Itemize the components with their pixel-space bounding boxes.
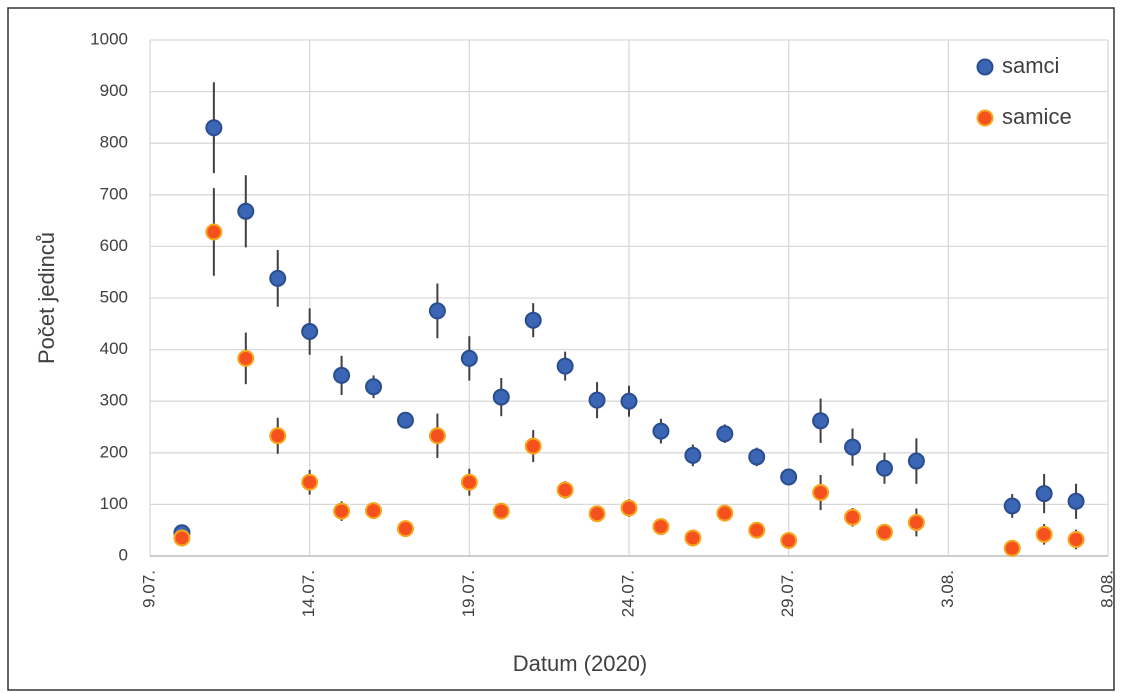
data-point — [1035, 525, 1053, 543]
data-point — [875, 523, 893, 541]
x-tick-label: 8.08. — [1097, 570, 1116, 608]
data-point — [460, 473, 478, 491]
data-point — [428, 427, 446, 445]
data-point — [812, 412, 830, 430]
data-point — [205, 223, 223, 241]
data-point — [237, 349, 255, 367]
data-point — [716, 425, 734, 443]
data-point — [684, 446, 702, 464]
data-point — [396, 411, 414, 429]
data-point — [907, 513, 925, 531]
y-tick-label: 800 — [100, 133, 128, 152]
data-point — [780, 532, 798, 550]
legend-label: samci — [1002, 53, 1059, 78]
data-point — [428, 302, 446, 320]
x-axis-title: Datum (2020) — [513, 651, 648, 676]
y-tick-label: 500 — [100, 287, 128, 306]
data-point — [652, 422, 670, 440]
data-point — [301, 323, 319, 341]
data-point — [492, 388, 510, 406]
data-point — [780, 468, 798, 486]
data-point — [556, 357, 574, 375]
data-point — [301, 473, 319, 491]
data-point — [1003, 539, 1021, 557]
data-point — [652, 518, 670, 536]
data-point — [620, 499, 638, 517]
y-tick-label: 900 — [100, 81, 128, 100]
y-axis-title: Počet jedinců — [34, 232, 59, 364]
x-tick-label: 29.07. — [778, 570, 797, 617]
data-point — [333, 502, 351, 520]
y-tick-label: 1000 — [90, 29, 128, 48]
data-point — [1067, 530, 1085, 548]
legend-label: samice — [1002, 104, 1072, 129]
y-tick-label: 0 — [119, 545, 128, 564]
y-tick-label: 100 — [100, 494, 128, 513]
data-point — [588, 505, 606, 523]
data-point — [748, 521, 766, 539]
data-point — [844, 438, 862, 456]
data-point — [173, 529, 191, 547]
data-point — [269, 269, 287, 287]
data-point — [524, 437, 542, 455]
y-tick-label: 400 — [100, 339, 128, 358]
x-tick-label: 19.07. — [459, 570, 478, 617]
data-point — [492, 502, 510, 520]
data-point — [269, 427, 287, 445]
data-point — [556, 481, 574, 499]
data-point — [620, 392, 638, 410]
y-tick-label: 300 — [100, 391, 128, 410]
data-point — [365, 502, 383, 520]
y-tick-label: 600 — [100, 236, 128, 255]
x-tick-label: 9.07. — [139, 570, 158, 608]
data-point — [588, 391, 606, 409]
x-tick-label: 14.07. — [299, 570, 318, 617]
data-point — [844, 508, 862, 526]
data-point — [907, 452, 925, 470]
data-point — [524, 311, 542, 329]
x-tick-label: 3.08. — [938, 570, 957, 608]
legend-marker — [976, 109, 994, 127]
data-point — [684, 529, 702, 547]
data-point — [460, 349, 478, 367]
x-tick-label: 24.07. — [618, 570, 637, 617]
y-tick-label: 700 — [100, 184, 128, 203]
data-point — [365, 378, 383, 396]
data-point — [396, 520, 414, 538]
data-point — [333, 366, 351, 384]
data-point — [748, 448, 766, 466]
data-point — [875, 459, 893, 477]
data-point — [1067, 492, 1085, 510]
data-point — [237, 202, 255, 220]
y-tick-label: 200 — [100, 442, 128, 461]
data-point — [1003, 497, 1021, 515]
data-point — [205, 119, 223, 137]
data-point — [812, 484, 830, 502]
legend-marker — [976, 58, 994, 76]
data-point — [1035, 485, 1053, 503]
data-point — [716, 504, 734, 522]
